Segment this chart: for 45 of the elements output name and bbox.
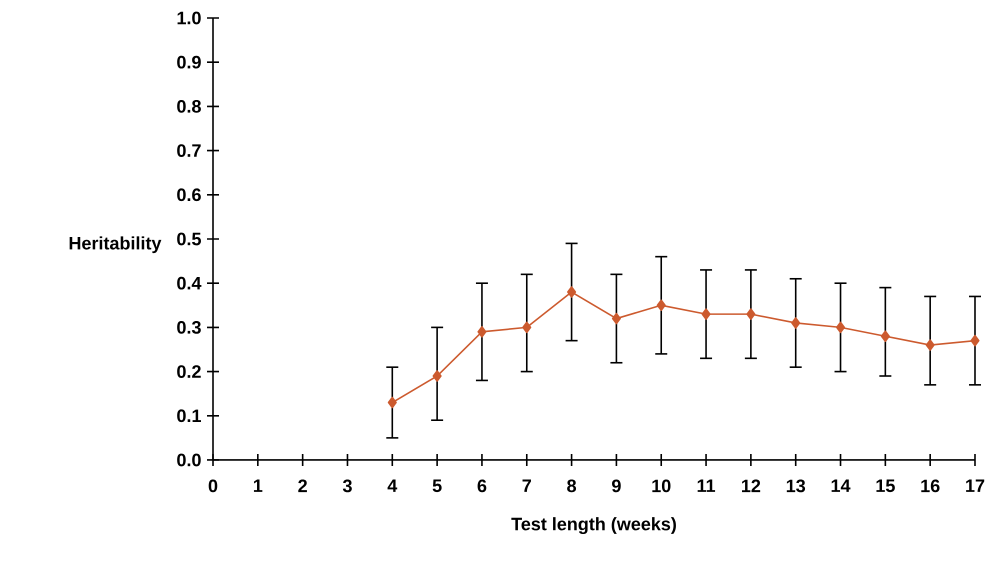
point (567, 286, 576, 298)
y-tick-label: 0.3 (177, 320, 201, 334)
x-tick-label: 0 (208, 480, 218, 492)
point (880, 330, 890, 342)
y-tick-label: 0.6 (177, 188, 201, 202)
y-tick-label: 0.1 (177, 409, 201, 422)
point (746, 308, 756, 320)
y-tick-label: 0.0 (177, 454, 201, 466)
y-tick-label: 0.8 (177, 100, 201, 113)
x-tick-label: 9 (612, 480, 621, 492)
x-tick-label: 17 (966, 480, 984, 492)
x-tick-label: 16 (921, 480, 940, 492)
x-tick-label: 8 (567, 480, 576, 492)
y-tick-label: 0.9 (177, 56, 201, 69)
x-tick-label: 13 (786, 480, 806, 492)
point (656, 299, 666, 312)
x-tick-label: 6 (478, 480, 486, 492)
x-axis-title: Test length (weeks) (511, 517, 676, 534)
y-tick-label: 0.5 (177, 232, 201, 246)
y-tick-label: 0.7 (177, 144, 201, 157)
point (477, 326, 486, 338)
point (388, 396, 397, 408)
x-tick-label: 2 (298, 480, 307, 492)
x-tick-label: 10 (652, 480, 670, 492)
x-tick-label: 1 (254, 480, 262, 492)
x-tick-label: 7 (522, 480, 531, 492)
x-tick-label: 3 (342, 480, 352, 492)
x-tick-label: 15 (876, 480, 895, 492)
point (702, 308, 711, 320)
point (836, 322, 846, 334)
x-tick-label: 14 (832, 480, 850, 492)
x-tick-label: 4 (388, 480, 398, 492)
point (791, 317, 800, 329)
y-tick-label: 1.0 (178, 12, 201, 24)
point (926, 339, 935, 351)
point (970, 334, 980, 346)
y-tick-label: 0.2 (177, 365, 201, 378)
y-axis-title: Heritability (70, 236, 162, 254)
x-tick-label: 12 (742, 480, 760, 492)
x-tick-label: 5 (432, 480, 442, 492)
point (612, 312, 621, 324)
x-tick-label: 11 (698, 480, 716, 492)
point (432, 370, 442, 382)
y-tick-label: 0.4 (177, 276, 202, 290)
point (522, 322, 532, 334)
